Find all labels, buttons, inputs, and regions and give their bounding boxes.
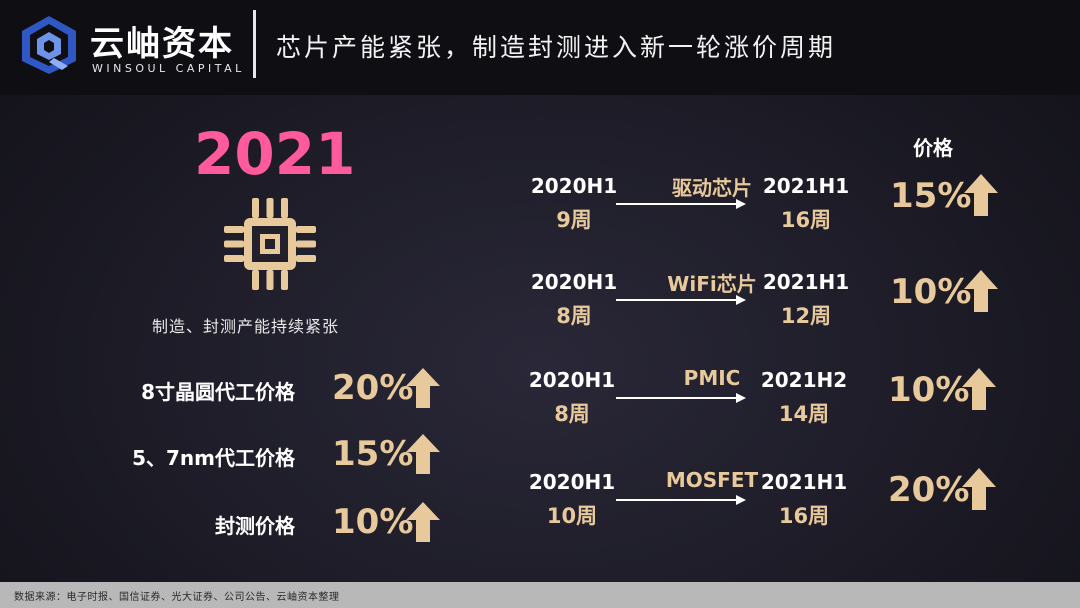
to-period: 2021H2 [760, 368, 848, 392]
prices-column-header: 价格 [913, 136, 953, 160]
page-title: 芯片产能紧张，制造封测进入新一轮涨价周期 [276, 33, 837, 62]
to-weeks: 16周 [780, 208, 832, 232]
up-arrow-icon [962, 468, 996, 510]
capacity-caption: 制造、封测产能持续紧张 [152, 317, 340, 336]
price-increase-pct: 20% [888, 470, 970, 510]
price-item-5-7nm: 5、7nm代工价格 15% [0, 434, 470, 484]
header-divider [253, 10, 256, 78]
up-arrow-icon [964, 270, 998, 312]
data-source-note: 数据来源：电子时报、国信证券、光大证券、公司公告、云岫资本整理 [14, 592, 340, 603]
header-bar: 云岫资本 WINSOUL CAPITAL 芯片产能紧张，制造封测进入新一轮涨价周… [0, 0, 1080, 95]
up-arrow-icon [964, 174, 998, 216]
price-item-label: 封测价格 [215, 514, 295, 538]
up-arrow-icon [962, 368, 996, 410]
from-period: 2020H1 [530, 174, 618, 198]
from-weeks: 9周 [556, 208, 592, 232]
up-arrow-icon [406, 368, 440, 408]
to-period: 2021H1 [762, 174, 850, 198]
from-period: 2020H1 [528, 368, 616, 392]
price-item-label: 8寸晶圆代工价格 [141, 380, 295, 404]
to-period: 2021H1 [762, 270, 850, 294]
price-item-wafer-8inch: 8寸晶圆代工价格 20% [0, 368, 470, 418]
right-arrow-icon [616, 495, 746, 505]
price-item-pct: 10% [332, 502, 414, 542]
price-increase-pct: 15% [890, 176, 972, 216]
winsoul-logo-icon [22, 16, 76, 74]
to-weeks: 14周 [778, 402, 830, 426]
up-arrow-icon [406, 502, 440, 542]
from-period: 2020H1 [530, 270, 618, 294]
footer-bar: 数据来源：电子时报、国信证券、光大证券、公司公告、云岫资本整理 [0, 582, 1080, 608]
to-period: 2021H1 [760, 470, 848, 494]
up-arrow-icon [406, 434, 440, 474]
brand-name-en: WINSOUL CAPITAL [92, 62, 245, 75]
price-item-label: 5、7nm代工价格 [132, 446, 295, 470]
price-item-pct: 15% [332, 434, 414, 474]
right-arrow-icon [616, 393, 746, 403]
price-increase-pct: 10% [890, 272, 972, 312]
right-arrow-icon [616, 199, 746, 209]
from-period: 2020H1 [528, 470, 616, 494]
lead-time-row-wifi: 2020H1 8周 WiFi芯片 2021H1 12周 10% [520, 268, 1020, 348]
price-item-packaging: 封测价格 10% [0, 502, 470, 552]
lead-time-row-driver-ic: 2020H1 9周 驱动芯片 2021H1 16周 15% [520, 172, 1020, 252]
to-weeks: 16周 [778, 504, 830, 528]
to-weeks: 12周 [780, 304, 832, 328]
from-weeks: 8周 [554, 402, 590, 426]
chip-icon [224, 198, 316, 290]
right-arrow-icon [616, 295, 746, 305]
price-item-pct: 20% [332, 368, 414, 408]
chip-type-label: WiFi芯片 [667, 272, 757, 296]
lead-time-row-pmic: 2020H1 8周 PMIC 2021H2 14周 10% [520, 366, 1020, 446]
from-weeks: 10周 [546, 504, 598, 528]
chip-type-label: 驱动芯片 [672, 176, 752, 200]
price-increase-pct: 10% [888, 370, 970, 410]
from-weeks: 8周 [556, 304, 592, 328]
brand-name-cn: 云岫资本 [90, 24, 234, 64]
chip-type-label: PMIC [683, 366, 741, 390]
year-heading: 2021 [194, 120, 356, 188]
lead-time-row-mosfet: 2020H1 10周 MOSFET 2021H1 16周 20% [520, 468, 1020, 548]
chip-type-label: MOSFET [665, 468, 759, 492]
